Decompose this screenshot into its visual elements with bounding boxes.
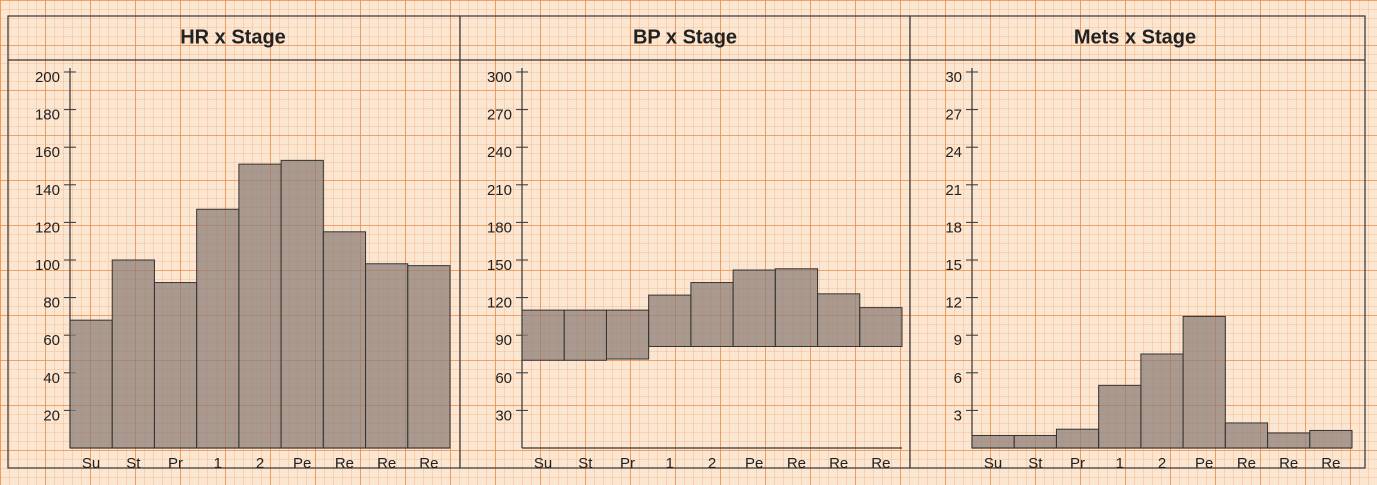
bar [111,259,155,449]
y-tick-label: 80 [43,295,60,312]
y-tick-label: 90 [495,332,512,349]
bar [69,319,113,449]
y-tick-label: 200 [35,69,60,86]
chart-title: BP x Stage [633,26,737,48]
y-tick-label: 40 [43,370,60,387]
y-tick-label: 150 [487,257,512,274]
x-tick-label: Re [871,455,890,472]
bar [1140,353,1184,449]
bar [238,163,282,449]
x-tick-label: Su [82,455,100,472]
chart-title: HR x Stage [180,26,286,48]
y-tick-label: 180 [487,219,512,236]
range-bar [648,294,692,347]
y-tick-label: 100 [35,257,60,274]
y-tick-label: 15 [945,257,962,274]
y-tick-label: 20 [43,407,60,424]
bar [1309,429,1353,449]
y-tick-label: 210 [487,182,512,199]
bar [1098,384,1142,449]
x-tick-label: Pe [1195,455,1213,472]
bar [971,434,1015,449]
y-tick-label: 180 [35,107,60,124]
y-tick-label: 24 [945,144,962,161]
x-tick-label: St [1028,455,1043,472]
y-tick-label: 140 [35,182,60,199]
y-tick-label: 300 [487,69,512,86]
bar [1224,422,1269,449]
y-tick-label: 18 [945,219,962,236]
x-tick-label: Su [984,455,1002,472]
x-tick-label: Su [534,455,552,472]
y-tick-label: 160 [35,144,60,161]
y-tick-label: 21 [945,182,962,199]
range-bar [563,309,607,361]
x-tick-label: Re [1321,455,1340,472]
x-tick-label: Re [377,455,396,472]
x-tick-label: St [126,455,141,472]
range-bar [521,309,565,361]
y-tick-label: 6 [954,370,962,387]
chart-title: Mets x Stage [1074,26,1196,48]
range-bar [732,269,776,347]
y-tick-label: 27 [945,107,962,124]
x-tick-label: 1 [1116,455,1124,472]
x-tick-label: 1 [214,455,222,472]
x-tick-label: 1 [666,455,674,472]
x-tick-label: Pr [168,455,183,472]
y-tick-label: 60 [495,370,512,387]
x-tick-label: 2 [256,455,264,472]
x-tick-label: Re [419,455,438,472]
x-tick-label: St [578,455,593,472]
bar [1267,432,1311,449]
bar [1055,428,1100,449]
bar [322,231,367,449]
y-tick-label: 240 [487,144,512,161]
range-bar [690,282,734,347]
y-tick-label: 60 [43,332,60,349]
y-tick-label: 120 [35,219,60,236]
y-tick-label: 9 [954,332,962,349]
y-tick-label: 270 [487,107,512,124]
x-tick-label: Pe [745,455,763,472]
y-tick-label: 30 [945,69,962,86]
y-tick-label: 12 [945,295,962,312]
bar [153,282,198,449]
range-bar [605,309,650,360]
x-tick-label: 2 [1158,455,1166,472]
bar [365,263,409,449]
y-tick-label: 120 [487,295,512,312]
x-tick-label: Pr [1070,455,1085,472]
range-bar [817,293,861,347]
x-tick-label: Re [787,455,806,472]
x-tick-label: Re [335,455,354,472]
x-tick-label: 2 [708,455,716,472]
x-tick-label: Re [1237,455,1256,472]
bar [196,208,240,449]
x-tick-label: Re [829,455,848,472]
range-bar [774,268,819,347]
x-tick-label: Re [1279,455,1298,472]
y-tick-label: 30 [495,407,512,424]
x-tick-label: Pe [293,455,311,472]
bar [1182,315,1226,449]
range-bar [859,307,903,347]
panel-frames [7,15,1366,469]
bar [280,159,324,449]
bar [407,265,451,449]
y-tick-label: 3 [954,407,962,424]
x-tick-label: Pr [620,455,635,472]
bar [1013,434,1057,449]
